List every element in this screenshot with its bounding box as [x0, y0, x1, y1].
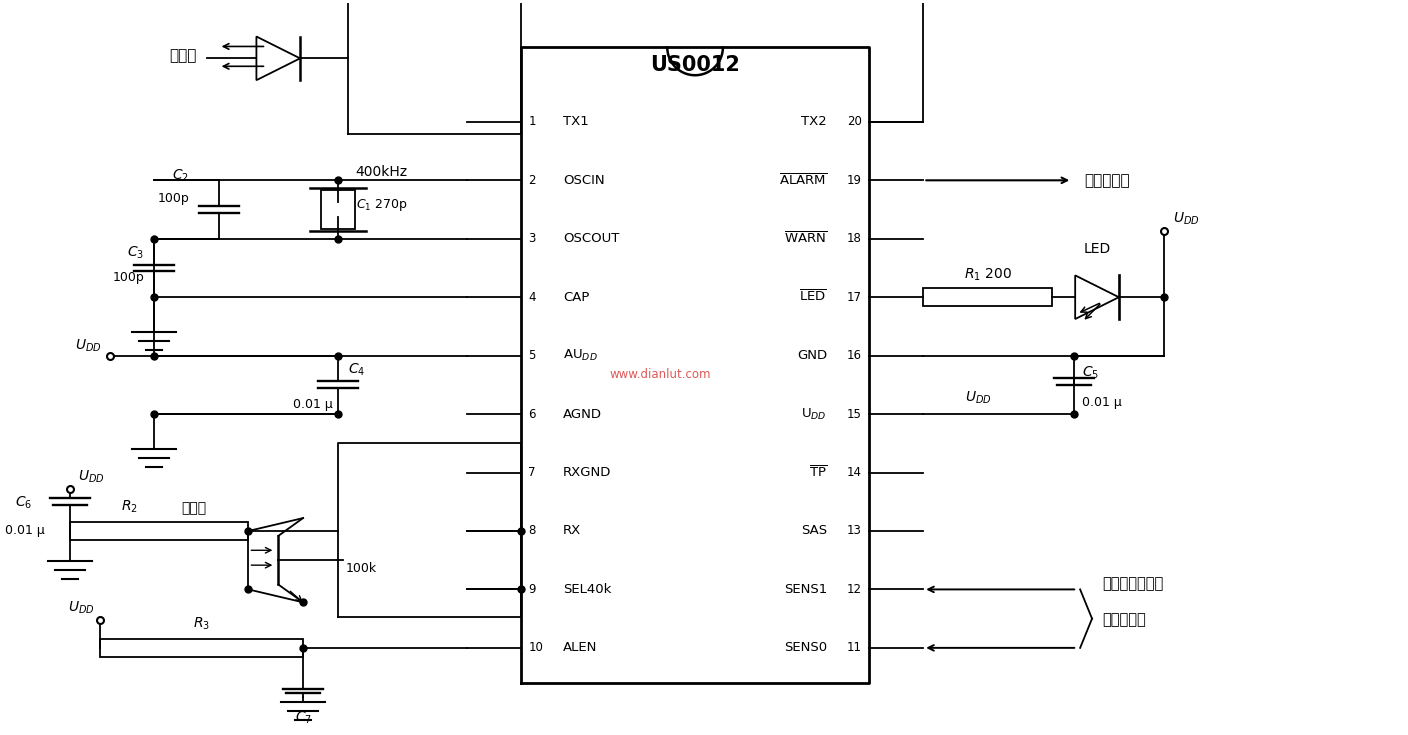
Text: 12: 12 — [846, 583, 862, 596]
Text: 接控制电路: 接控制电路 — [1084, 173, 1129, 188]
Text: U$_{DD}$: U$_{DD}$ — [801, 406, 826, 422]
Text: AU$_{DD}$: AU$_{DD}$ — [563, 348, 598, 363]
Text: 100k: 100k — [346, 562, 377, 576]
Bar — [100, 639, 303, 657]
Text: 7: 7 — [528, 466, 536, 479]
Bar — [321, 190, 355, 229]
Bar — [70, 522, 248, 540]
Text: 15: 15 — [848, 408, 862, 420]
Text: $U_{DD}$: $U_{DD}$ — [75, 337, 101, 354]
Text: $R_2$: $R_2$ — [121, 499, 138, 515]
Text: $C_4$: $C_4$ — [348, 362, 365, 379]
Text: 0.01 μ: 0.01 μ — [1083, 396, 1122, 409]
Text: $C_2$: $C_2$ — [172, 167, 189, 184]
Text: 10: 10 — [528, 642, 543, 654]
Text: 3: 3 — [528, 232, 535, 245]
Text: RX: RX — [563, 525, 582, 537]
Text: OSCOUT: OSCOUT — [563, 232, 620, 245]
Text: ALEN: ALEN — [563, 642, 597, 654]
Text: GND: GND — [797, 349, 826, 362]
Text: 17: 17 — [846, 291, 862, 304]
Text: 0.01 μ: 0.01 μ — [293, 398, 332, 411]
Text: $U_{DD}$: $U_{DD}$ — [1173, 210, 1200, 227]
Text: $R_1$ 200: $R_1$ 200 — [964, 267, 1012, 283]
Text: CAP: CAP — [563, 291, 590, 304]
Text: TX2: TX2 — [801, 115, 826, 129]
Text: AGND: AGND — [563, 408, 603, 420]
Text: $U_{DD}$: $U_{DD}$ — [77, 469, 104, 485]
Text: 400kHz: 400kHz — [356, 165, 408, 179]
Text: $C_3$: $C_3$ — [127, 245, 144, 262]
Text: $C_7$: $C_7$ — [294, 709, 311, 725]
Text: 100p: 100p — [158, 192, 189, 204]
Text: 接收器: 接收器 — [182, 501, 207, 515]
Text: 20: 20 — [848, 115, 862, 129]
Text: $R_3$: $R_3$ — [193, 616, 210, 632]
Text: LED: LED — [1083, 242, 1111, 256]
Text: 2: 2 — [528, 173, 536, 187]
Text: $\overline{\rm ALARM}$: $\overline{\rm ALARM}$ — [779, 173, 826, 188]
Text: $U_{DD}$: $U_{DD}$ — [964, 390, 991, 406]
Text: 16: 16 — [846, 349, 862, 362]
Text: $C_6$: $C_6$ — [15, 495, 32, 511]
Text: SENS1: SENS1 — [784, 583, 826, 596]
Text: SEL40k: SEL40k — [563, 583, 611, 596]
Text: OSCIN: OSCIN — [563, 173, 604, 187]
Text: 灵敏度编程信号: 灵敏度编程信号 — [1102, 576, 1163, 592]
Text: 1: 1 — [528, 115, 536, 129]
Text: SAS: SAS — [801, 525, 826, 537]
Text: 发送器: 发送器 — [169, 48, 197, 63]
Text: 100p: 100p — [113, 271, 144, 284]
Text: 0.01 μ: 0.01 μ — [6, 524, 45, 537]
Text: （数字量）: （数字量） — [1102, 612, 1146, 627]
Text: 8: 8 — [528, 525, 535, 537]
Bar — [924, 288, 1052, 306]
Text: www.dianlut.com: www.dianlut.com — [610, 368, 711, 381]
Text: $C_1$ 270p: $C_1$ 270p — [356, 196, 407, 212]
Text: 19: 19 — [846, 173, 862, 187]
Text: 6: 6 — [528, 408, 536, 420]
Text: 11: 11 — [846, 642, 862, 654]
Text: 18: 18 — [848, 232, 862, 245]
Text: 13: 13 — [848, 525, 862, 537]
Text: $\overline{\rm TP}$: $\overline{\rm TP}$ — [810, 465, 826, 480]
Text: TX1: TX1 — [563, 115, 589, 129]
Text: 9: 9 — [528, 583, 536, 596]
Text: 14: 14 — [846, 466, 862, 479]
Text: 5: 5 — [528, 349, 535, 362]
Text: $C_5$: $C_5$ — [1083, 365, 1100, 381]
Text: $\overline{\rm LED}$: $\overline{\rm LED}$ — [800, 290, 826, 305]
Text: US0012: US0012 — [650, 55, 741, 76]
Text: $U_{DD}$: $U_{DD}$ — [68, 600, 94, 616]
Text: 4: 4 — [528, 291, 536, 304]
Text: $\overline{\rm WARN}$: $\overline{\rm WARN}$ — [784, 231, 826, 246]
Text: RXGND: RXGND — [563, 466, 611, 479]
Text: SENS0: SENS0 — [784, 642, 826, 654]
